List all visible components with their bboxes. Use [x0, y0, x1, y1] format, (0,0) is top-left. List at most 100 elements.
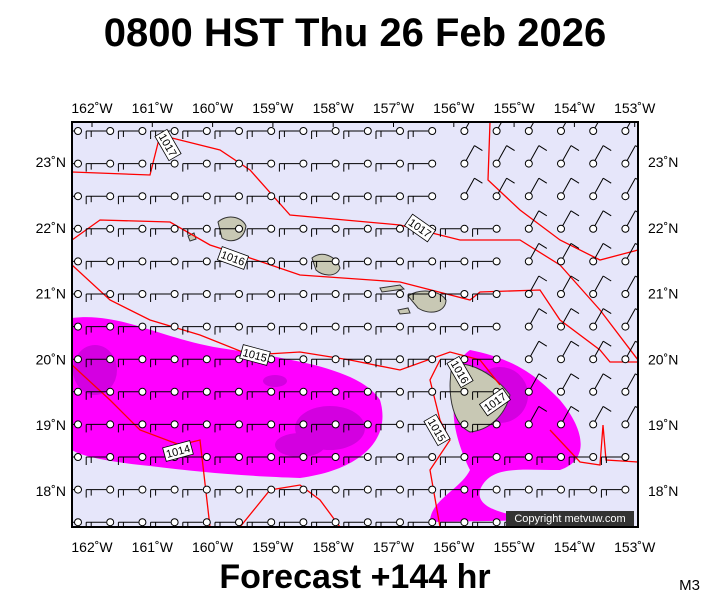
station: [460, 420, 469, 429]
barb-feather: [602, 373, 612, 380]
station: [331, 485, 340, 494]
station: [589, 159, 598, 168]
station: [363, 159, 372, 168]
lon-label-bottom: 154˚W: [554, 539, 596, 555]
barb-feather: [603, 113, 611, 118]
station: [524, 485, 533, 494]
barb-feather: [538, 242, 548, 249]
station: [170, 290, 179, 298]
station: [428, 322, 437, 331]
station: [74, 257, 82, 266]
station: [524, 420, 533, 429]
station: [621, 192, 630, 201]
station: [396, 224, 404, 233]
station: [106, 290, 115, 298]
station: [202, 257, 211, 266]
station: [299, 290, 308, 298]
station: [460, 159, 469, 168]
station: [106, 224, 115, 233]
lon-label-bottom: 158˚W: [313, 539, 355, 555]
station: [363, 387, 372, 396]
station: [363, 518, 372, 527]
station: [138, 420, 147, 429]
station: [267, 290, 276, 298]
isobar-label-box: [478, 387, 512, 417]
station: [138, 518, 147, 527]
station: [621, 257, 630, 266]
station: [170, 192, 179, 201]
station: [460, 290, 469, 298]
station: [428, 387, 437, 396]
lat-label-right: 22˚N: [648, 220, 678, 236]
isobar-label-box: [423, 413, 451, 447]
station: [524, 453, 533, 461]
station: [331, 355, 340, 364]
station: [589, 420, 598, 429]
station: [235, 159, 243, 168]
barb-feather: [602, 275, 612, 282]
lon-label-bottom: 156˚W: [433, 539, 475, 555]
station: [202, 387, 211, 396]
barb-feather: [538, 405, 548, 412]
lon-label-bottom: 157˚W: [373, 539, 415, 555]
station: [363, 224, 372, 233]
station: [492, 127, 501, 135]
station: [267, 518, 276, 527]
barb-feather: [538, 177, 548, 184]
barb-feather: [474, 145, 483, 152]
station: [235, 485, 243, 494]
station: [202, 485, 211, 494]
model-label: M3: [679, 577, 700, 594]
lon-label-top: 154˚W: [554, 100, 596, 116]
station: [331, 159, 340, 168]
barb-feather: [635, 145, 638, 148]
lat-label-left: 18˚N: [36, 483, 66, 499]
station: [74, 518, 82, 527]
station: [589, 224, 598, 233]
station: [331, 127, 340, 135]
station: [557, 290, 565, 298]
station: [299, 127, 308, 135]
lat-label-left: 22˚N: [36, 220, 66, 236]
station: [331, 224, 340, 233]
lon-label-top: 157˚W: [373, 100, 415, 116]
station: [106, 192, 115, 201]
station: [202, 290, 211, 298]
station: [363, 257, 372, 266]
station: [524, 159, 533, 168]
station: [460, 453, 469, 461]
station: [74, 224, 82, 233]
station: [589, 127, 598, 135]
isobar-label-box: [162, 440, 194, 462]
barb-feather: [474, 177, 483, 184]
station: [428, 518, 437, 527]
station: [428, 355, 437, 364]
barb-feather: [570, 242, 580, 249]
station: [460, 485, 469, 494]
station: [492, 355, 501, 364]
lon-label-top: 160˚W: [192, 100, 234, 116]
station: [589, 322, 598, 331]
station: [170, 159, 179, 168]
barb-feather: [635, 373, 638, 377]
station: [267, 485, 276, 494]
barb-feather: [570, 373, 580, 380]
lon-label-top: 156˚W: [433, 100, 475, 116]
station: [235, 387, 243, 396]
barb-feather: [602, 242, 612, 249]
station: [396, 485, 404, 494]
lat-label-right: 18˚N: [648, 483, 678, 499]
station: [267, 322, 276, 331]
station: [267, 127, 276, 135]
station: [299, 387, 308, 396]
station: [106, 355, 115, 364]
station: [299, 355, 308, 364]
station: [74, 420, 82, 429]
station: [267, 387, 276, 396]
barb-feather: [474, 113, 482, 118]
station: [363, 290, 372, 298]
isobar-label-box: [403, 213, 437, 243]
lon-label-top: 162˚W: [71, 100, 113, 116]
isobar-label-box: [216, 246, 250, 270]
